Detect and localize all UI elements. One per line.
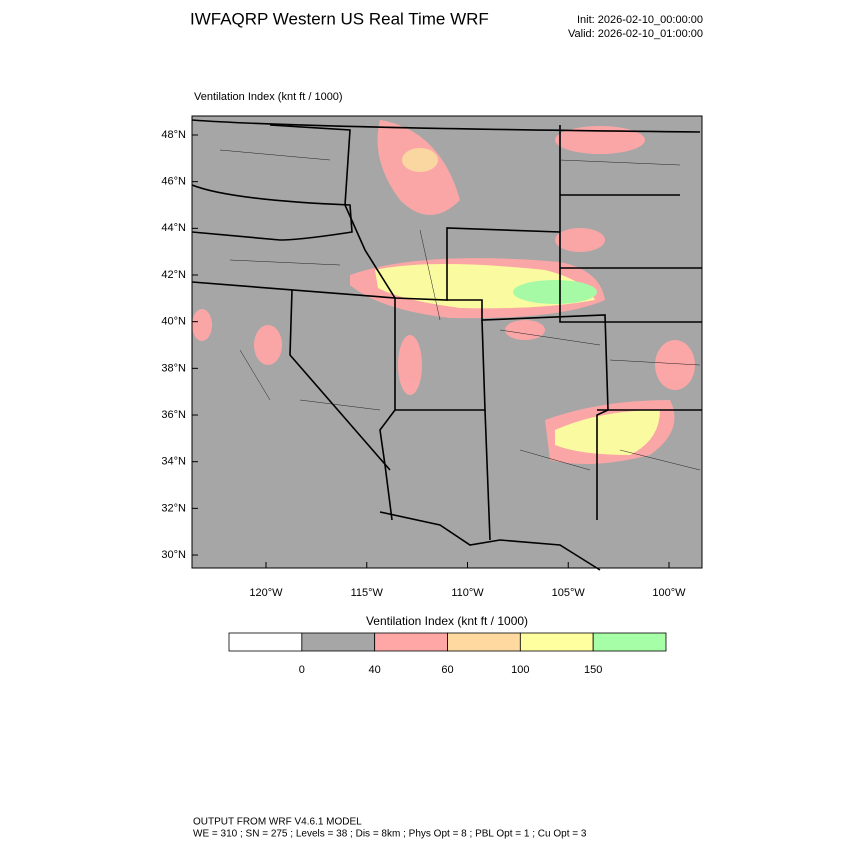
colorbar-label: 0 bbox=[299, 664, 305, 676]
colorbar-label: 40 bbox=[369, 664, 381, 676]
lat-tick-label: 44°N bbox=[161, 222, 186, 234]
lat-tick-label: 48°N bbox=[161, 129, 186, 141]
lon-tick-label: 120°W bbox=[249, 587, 283, 599]
colorbar-box bbox=[228, 632, 303, 652]
colorbar-label: 60 bbox=[441, 664, 453, 676]
colorbar-label: 100 bbox=[511, 664, 529, 676]
colorbar-box bbox=[447, 632, 521, 652]
lon-tick-label: 110°W bbox=[451, 587, 484, 599]
init-time: Init: 2026-02-10_00:00:00 bbox=[577, 14, 703, 26]
lon-tick-label: 115°W bbox=[351, 587, 384, 599]
footer-line: WE = 310 ; SN = 275 ; Levels = 38 ; Dis … bbox=[193, 829, 587, 840]
lat-tick-label: 42°N bbox=[161, 269, 186, 281]
lon-tick-label: 100°W bbox=[652, 587, 686, 599]
county-borders bbox=[219, 149, 701, 471]
colorbar-box bbox=[519, 632, 594, 652]
lat-tick-label: 40°N bbox=[161, 316, 186, 328]
map-label: Ventilation Index (knt ft / 1000) bbox=[194, 91, 343, 103]
map-frame bbox=[191, 115, 703, 569]
valid-time: Valid: 2026-02-10_01:00:00 bbox=[568, 28, 703, 40]
colorbar-box bbox=[301, 632, 376, 652]
lat-tick-label: 46°N bbox=[161, 176, 186, 188]
colorbar-box bbox=[374, 632, 448, 652]
lat-tick-label: 38°N bbox=[161, 362, 186, 374]
lat-tick-label: 36°N bbox=[161, 409, 186, 421]
colorbar-box bbox=[592, 632, 667, 652]
lon-tick-label: 105°W bbox=[552, 587, 586, 599]
colorbar-label: 150 bbox=[584, 664, 602, 676]
lat-tick-label: 34°N bbox=[161, 456, 186, 468]
colorbar-title: Ventilation Index (knt ft / 1000) bbox=[366, 614, 528, 628]
footer-line: OUTPUT FROM WRF V4.6.1 MODEL bbox=[193, 817, 362, 828]
state-borders bbox=[191, 119, 702, 571]
lat-tick-label: 32°N bbox=[161, 502, 186, 514]
lat-tick-label: 30°N bbox=[161, 549, 186, 561]
title: IWFAQRP Western US Real Time WRF bbox=[190, 9, 489, 28]
